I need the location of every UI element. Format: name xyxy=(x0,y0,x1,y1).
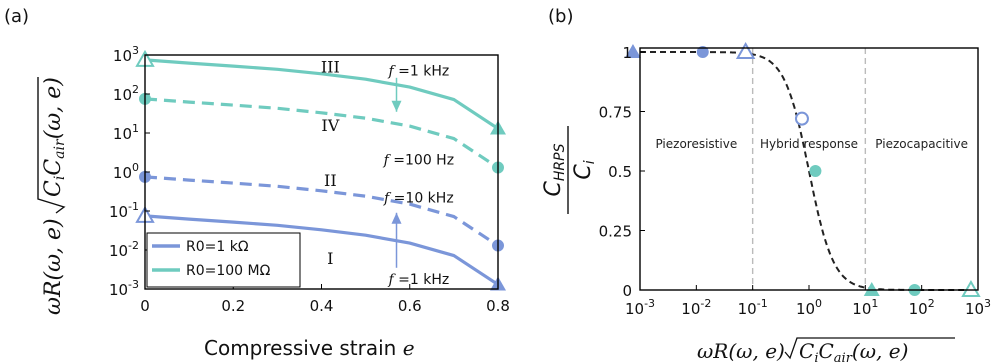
series-line-IV xyxy=(144,97,499,169)
svg-text:ωR(ω, e): ωR(ω, e) xyxy=(41,218,66,315)
freq-label-III: f =1 kHz xyxy=(388,64,450,80)
panel-b-point-2 xyxy=(735,41,756,59)
panel-a-ylabel: ωR(ω, e) CiCair(ω, e) xyxy=(37,77,68,315)
panel-b-regions: Piezoresistive Hybrid response Piezocapaci… xyxy=(655,48,968,290)
panel-a-chart: III f =1 kHz IV f =100 Hz II f =10 kHz If =1 k… xyxy=(37,44,510,360)
a-ytick-label: 10-2 xyxy=(109,239,139,260)
theory-curve xyxy=(640,51,978,291)
panel-b-point-1 xyxy=(696,46,709,58)
panel-b-axes-box xyxy=(639,47,979,291)
freq-label-II: f =10 kHz xyxy=(383,191,454,207)
series-id-IV: IV xyxy=(321,116,339,135)
panel-b-xlabel: ωR(ω, e) CiCair(ω, e) xyxy=(697,337,955,364)
panel-b-point-4 xyxy=(809,165,822,177)
b-ytick-label: 0.25 xyxy=(599,223,632,241)
b-ytick-label: 0.75 xyxy=(599,104,632,122)
panel-b-chart: Piezoresistive Hybrid response Piezocapaci… xyxy=(541,41,991,364)
a-xtick-label: 0 xyxy=(140,297,150,315)
freq-label-IV: f =100 Hz xyxy=(383,152,454,168)
a-ytick-label: 103 xyxy=(113,44,139,65)
panel-b-point-3 xyxy=(794,111,809,126)
a-ytick-label: 101 xyxy=(113,122,139,143)
series-line-II xyxy=(144,175,499,247)
svg-text:CHRPS: CHRPS xyxy=(541,143,568,196)
panel-a-xlabel: Compressive strain e xyxy=(204,336,415,360)
panel-a-ticks: 0 0.2 0.4 0.6 0.8 10-3 10-2 10-1 100 101 102 103 xyxy=(109,44,510,315)
b-ytick-label: 0 xyxy=(622,282,632,300)
b-xtick-label: 103 xyxy=(965,297,991,318)
b-xtick-label: 102 xyxy=(909,297,935,318)
panel-b-point-5 xyxy=(863,282,880,296)
a-ytick-label: 102 xyxy=(113,83,139,104)
a-ytick-label: 100 xyxy=(113,161,139,182)
svg-text:Ci: Ci xyxy=(571,160,598,179)
b-xtick-label: 10-2 xyxy=(681,297,711,318)
a-xtick-label: 0.2 xyxy=(221,297,245,315)
svg-text:CiCair(ω, e): CiCair(ω, e) xyxy=(41,77,68,197)
series-line-III xyxy=(144,58,499,130)
series-id-II: II xyxy=(324,171,337,190)
b-ytick-label: 1 xyxy=(622,44,632,62)
panel-b-point-0 xyxy=(624,44,641,58)
b-xtick-label: 10-1 xyxy=(738,297,768,318)
freq-label-I: f =1 kHz xyxy=(388,272,450,288)
panel-a-legend: R0=1 kΩ R0=100 MΩ xyxy=(146,232,301,288)
a-xtick-label: 0.4 xyxy=(310,297,334,315)
a-ytick-label: 10-1 xyxy=(109,200,139,221)
panel-b-ylabel: CHRPS Ci xyxy=(541,126,598,214)
legend-entry-2: R0=100 MΩ xyxy=(186,263,271,279)
region-label-0: Piezoresistive xyxy=(655,137,737,151)
a-xtick-label: 0.6 xyxy=(398,297,422,315)
b-xtick-label: 100 xyxy=(796,297,822,318)
series-id-III: III xyxy=(321,58,340,77)
svg-text:ωR(ω, e): ωR(ω, e) xyxy=(697,339,785,363)
panel-b-marks xyxy=(624,41,981,297)
b-xtick-label: 101 xyxy=(852,297,878,318)
panel-label-a: (a) xyxy=(4,6,29,27)
series-line-I xyxy=(144,214,499,286)
b-ytick-label: 0.5 xyxy=(608,163,632,181)
region-label-1: Hybrid response xyxy=(760,137,858,151)
panel-label-b: (b) xyxy=(548,6,573,27)
shift-arrow-head-1 xyxy=(391,212,402,224)
region-label-2: Piezocapacitive xyxy=(875,137,968,151)
panel-b-ticks: 10-3 10-2 10-1 100 101 102 103 0 0.25 0.5 0.75 1 xyxy=(599,44,991,318)
a-xtick-label: 0.8 xyxy=(486,297,510,315)
shift-arrow-head-0 xyxy=(391,100,402,112)
legend-entry-1: R0=1 kΩ xyxy=(186,239,249,255)
a-ytick-label: 10-3 xyxy=(109,278,139,299)
series-id-I: I xyxy=(327,249,333,268)
panel-b-point-7 xyxy=(961,279,981,297)
svg-text:CiCair(ω, e): CiCair(ω, e) xyxy=(799,339,908,364)
b-xtick-label: 10-3 xyxy=(625,297,655,318)
